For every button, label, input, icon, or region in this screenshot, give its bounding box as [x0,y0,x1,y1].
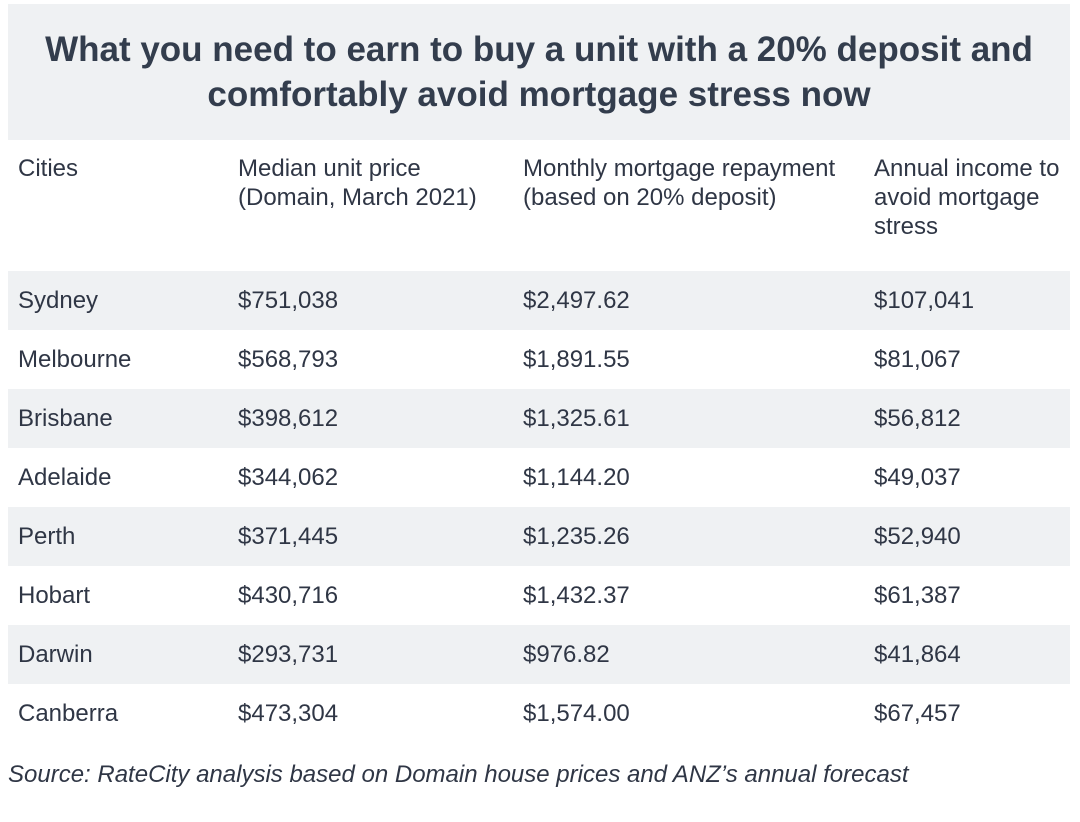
source-note: Source: RateCity analysis based on Domai… [8,761,909,788]
table-body: Sydney $751,038 $2,497.62 $107,041 Melbourne… [8,271,1070,743]
cell-city: Brisbane [8,389,228,448]
cell-monthly-repayment: $1,235.26 [513,507,864,566]
table-figure: What you need to earn to buy a unit with… [8,4,1070,789]
cell-median-price: $293,731 [228,625,513,684]
cell-monthly-repayment: $1,891.55 [523,345,630,373]
table-row: Brisbane $398,612 $1,325.61 $56,812 [8,389,1070,448]
cell-city: Sydney [8,271,228,330]
table-row: Canberra $473,304 $1,574.00 $67,457 [8,684,1070,743]
cell-median-price: $568,793 [238,345,339,373]
cell-annual-income: $41,864 [864,625,1070,684]
cell-annual-income: $81,067 [874,345,961,373]
header-median-price: Median unit price (Domain, March 2021) [238,155,477,211]
table-title: What you need to earn to buy a unit with… [33,27,1045,117]
cell-median-price: $751,038 [228,271,513,330]
cell-annual-income: $67,457 [874,699,961,727]
cell-annual-income: $107,041 [864,271,1070,330]
title-line-2: comfortably avoid mortgage stress now [207,75,871,114]
cell-city: Perth [8,507,228,566]
cell-monthly-repayment: $2,497.62 [513,271,864,330]
cell-median-price: $430,716 [238,581,339,609]
header-row: Cities Median unit price (Domain, March … [8,140,1070,271]
cell-monthly-repayment: $1,432.37 [523,581,630,609]
cell-median-price: $344,062 [238,463,339,491]
table-row: Sydney $751,038 $2,497.62 $107,041 [8,271,1070,330]
header-monthly-repayment: Monthly mortgage repayment (based on 20%… [523,155,836,211]
cell-median-price: $473,304 [238,699,339,727]
table-row: Adelaide $344,062 $1,144.20 $49,037 [8,448,1070,507]
title-banner: What you need to earn to buy a unit with… [8,4,1070,140]
header-annual-income: Annual income to avoid mortgage stress [874,155,1060,240]
cell-monthly-repayment: $1,325.61 [513,389,864,448]
cell-city: Canberra [18,699,119,727]
table-row: Melbourne $568,793 $1,891.55 $81,067 [8,330,1070,389]
cell-monthly-repayment: $1,144.20 [523,463,630,491]
cell-monthly-repayment: $976.82 [513,625,864,684]
cell-city: Darwin [8,625,228,684]
cell-annual-income: $49,037 [874,463,961,491]
table-header: Cities Median unit price (Domain, March … [8,140,1070,271]
cell-monthly-repayment: $1,574.00 [523,699,630,727]
title-line-1: What you need to earn to buy a unit with… [45,30,1033,69]
header-cities: Cities [18,155,79,182]
cell-annual-income: $56,812 [864,389,1070,448]
table-row: Hobart $430,716 $1,432.37 $61,387 [8,566,1070,625]
cell-city: Melbourne [18,345,132,373]
income-table: Cities Median unit price (Domain, March … [8,140,1070,743]
cell-city: Hobart [18,581,91,609]
cell-annual-income: $52,940 [864,507,1070,566]
table-row: Darwin $293,731 $976.82 $41,864 [8,625,1070,684]
cell-city: Adelaide [18,463,112,491]
table-row: Perth $371,445 $1,235.26 $52,940 [8,507,1070,566]
cell-median-price: $371,445 [228,507,513,566]
cell-annual-income: $61,387 [874,581,961,609]
cell-median-price: $398,612 [228,389,513,448]
